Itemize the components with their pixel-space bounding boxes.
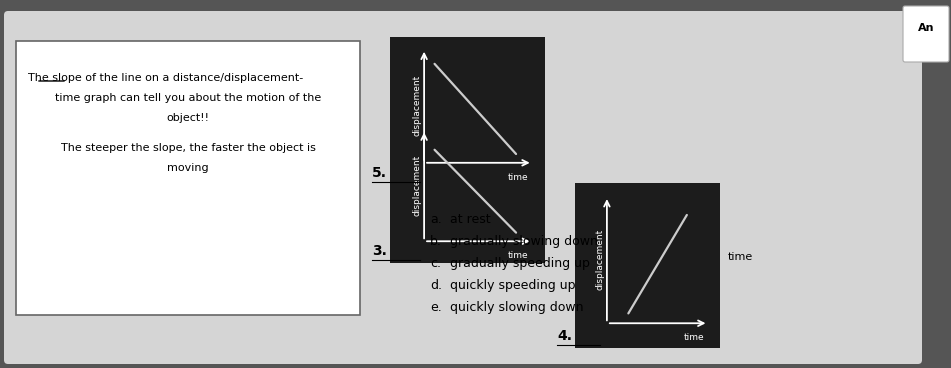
Text: The steeper the slope, the faster the object is: The steeper the slope, the faster the ob… bbox=[61, 143, 316, 153]
Text: The slope of the line on a distance/displacement-: The slope of the line on a distance/disp… bbox=[28, 73, 303, 83]
Text: 3.: 3. bbox=[372, 244, 387, 258]
Text: a.: a. bbox=[430, 213, 442, 226]
Text: quickly slowing down: quickly slowing down bbox=[450, 301, 584, 314]
Text: time: time bbox=[728, 252, 753, 262]
Bar bbox=[390, 37, 545, 185]
Text: b.: b. bbox=[430, 235, 442, 248]
FancyBboxPatch shape bbox=[4, 11, 922, 364]
Text: An: An bbox=[918, 23, 934, 33]
Text: d.: d. bbox=[430, 279, 442, 292]
Bar bbox=[575, 183, 720, 348]
Text: c.: c. bbox=[430, 257, 441, 270]
Text: displacement: displacement bbox=[595, 229, 605, 290]
FancyBboxPatch shape bbox=[16, 41, 360, 315]
Bar bbox=[390, 118, 545, 263]
Text: quickly speeding up: quickly speeding up bbox=[450, 279, 575, 292]
Text: at rest: at rest bbox=[450, 213, 491, 226]
Text: displacement: displacement bbox=[413, 75, 421, 137]
Text: gradually speeding up: gradually speeding up bbox=[450, 257, 590, 270]
Text: object!!: object!! bbox=[166, 113, 209, 123]
Text: time graph can tell you about the motion of the: time graph can tell you about the motion… bbox=[55, 93, 321, 103]
Text: 4.: 4. bbox=[557, 329, 572, 343]
Text: displacement: displacement bbox=[413, 155, 421, 216]
Text: time: time bbox=[684, 333, 705, 342]
Text: time: time bbox=[508, 251, 529, 260]
Text: time: time bbox=[508, 173, 529, 182]
Text: gradually slowing down: gradually slowing down bbox=[450, 235, 598, 248]
Text: 5.: 5. bbox=[372, 166, 387, 180]
FancyBboxPatch shape bbox=[903, 6, 949, 62]
Text: e.: e. bbox=[430, 301, 442, 314]
Text: moving: moving bbox=[167, 163, 209, 173]
